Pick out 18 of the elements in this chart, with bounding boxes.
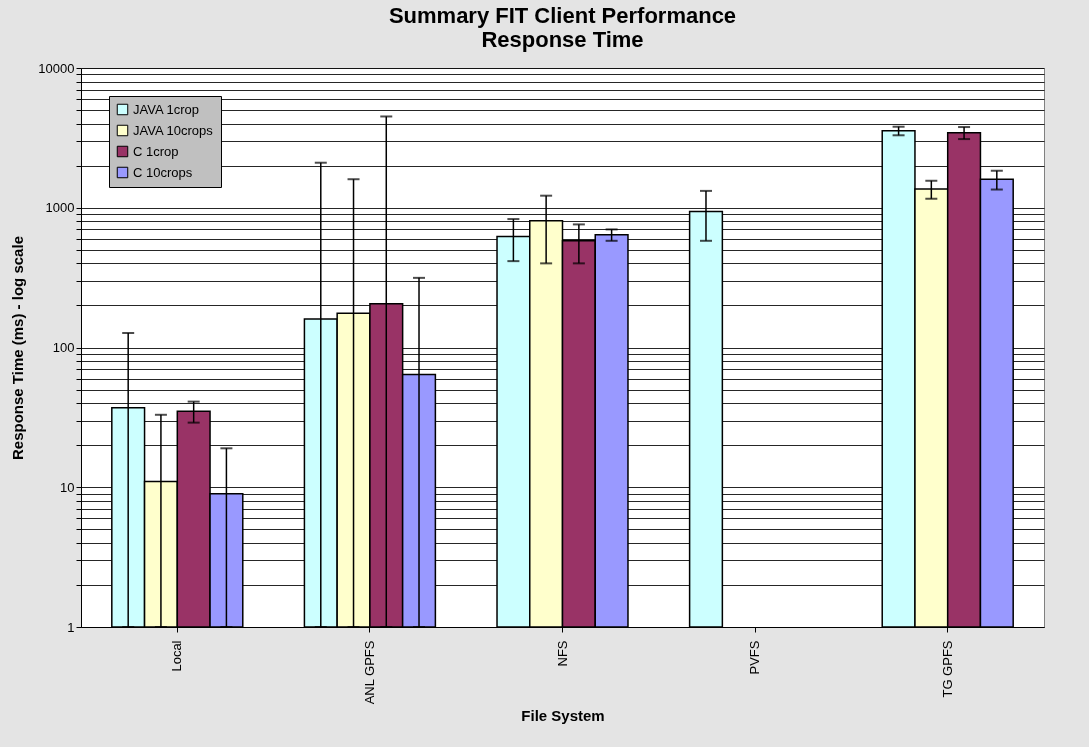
- y-tick-label: 1: [67, 619, 75, 635]
- x-tick-label: ANL GPFS: [361, 640, 377, 705]
- x-axis-title: File System: [521, 706, 605, 724]
- y-tick-label: 1000: [45, 200, 75, 216]
- y-tick-label: 10: [60, 479, 75, 495]
- x-tick-label: PVFS: [747, 640, 763, 675]
- legend-label: JAVA 1crop: [133, 101, 199, 117]
- x-tick-label: NFS: [554, 640, 570, 667]
- legend-label: JAVA 10crops: [133, 122, 214, 138]
- legend-label: C 10crops: [133, 164, 193, 180]
- chart-subtitle: Response Time: [481, 27, 644, 52]
- y-tick-label: 10000: [38, 60, 75, 76]
- x-tick-label: TG GPFS: [939, 640, 955, 698]
- y-axis-title: Response Time (ms) - log scale: [9, 236, 27, 460]
- chart-title: Summary FIT Client Performance: [388, 3, 737, 28]
- legend-label: C 1crop: [133, 143, 179, 159]
- x-tick-label: Local: [169, 640, 185, 672]
- y-tick-label: 100: [52, 340, 75, 355]
